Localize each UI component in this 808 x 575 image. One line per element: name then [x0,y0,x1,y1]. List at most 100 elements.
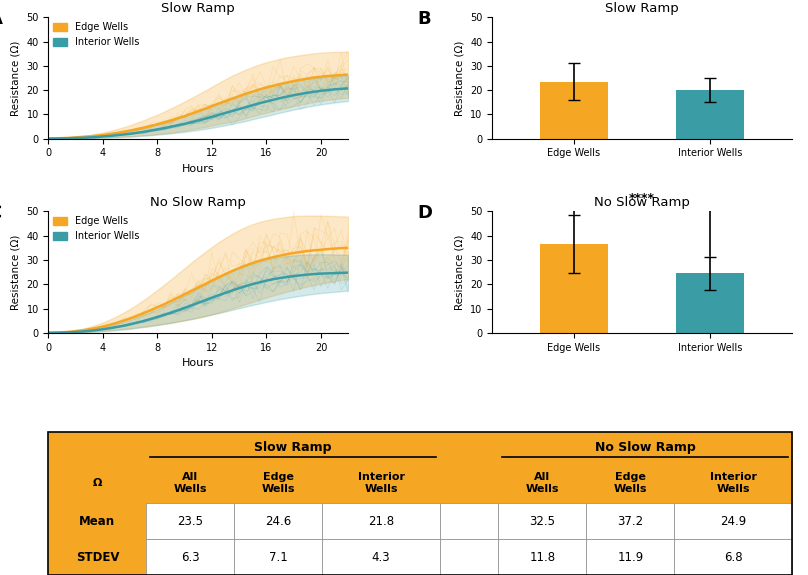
Interior Wells [139,128,149,135]
Interior Wells [187,302,196,309]
Edge Wells [262,255,271,262]
Text: D: D [417,204,432,222]
Edge Wells [323,72,333,79]
Edge Wells [166,117,176,124]
Interior Wells [316,270,326,277]
Interior Wells [98,133,107,140]
Edge Wells [193,284,203,291]
Edge Wells [145,307,155,314]
Edge Wells [119,128,128,135]
Bar [587,503,675,539]
Edge Wells [221,271,230,278]
Edge Wells [337,71,347,78]
Interior Wells [248,281,258,288]
Edge Wells [85,326,95,333]
Interior Wells [159,312,169,319]
Bar [234,539,322,575]
Bar [234,503,322,539]
Interior Wells [91,133,101,140]
Text: STDEV: STDEV [76,550,119,564]
Interior Wells [234,285,244,292]
Interior Wells [180,304,190,311]
Interior Wells [112,132,121,139]
Text: 4.3: 4.3 [372,550,390,564]
Interior Wells [153,313,162,320]
Edge Wells [200,281,210,288]
Bar [440,463,499,503]
Interior Wells [255,279,264,286]
Edge Wells [57,329,67,336]
Text: Ω: Ω [93,478,102,488]
Bar [440,503,499,539]
Interior Wells [125,131,135,137]
Interior Wells [119,131,128,138]
Edge Wells [268,254,278,260]
Y-axis label: Resistance (Ω): Resistance (Ω) [11,235,21,310]
Interior Wells [44,135,53,142]
Interior Wells [214,292,224,298]
Interior Wells [296,272,305,279]
Edge Wells [173,294,183,301]
Interior Wells [302,271,312,278]
Interior Wells [105,325,115,332]
Edge Wells [173,115,183,122]
Interior Wells [64,329,74,336]
Interior Wells [98,326,107,333]
Bar [675,503,792,539]
Interior Wells [71,328,81,335]
Interior Wells [255,99,264,106]
Edge Wells [187,288,196,294]
Interior Wells [228,287,238,294]
Interior Wells [119,323,128,329]
Bar [676,90,744,139]
Edge Wells [248,259,258,266]
Text: 32.5: 32.5 [529,515,555,528]
Interior Wells [276,95,285,102]
Interior Wells [105,132,115,139]
Edge Wells [234,264,244,271]
Edge Wells [119,317,128,324]
Edge Wells [85,133,95,140]
Edge Wells [91,324,101,331]
Bar [540,244,608,333]
Edge Wells [105,321,115,328]
Bar [322,463,440,503]
Bar [675,539,792,575]
Edge Wells [187,110,196,117]
Edge Wells [159,119,169,126]
Text: 6.3: 6.3 [181,550,200,564]
Interior Wells [207,294,217,301]
Text: 37.2: 37.2 [617,515,643,528]
Interior Wells [173,307,183,314]
Title: No Slow Ramp: No Slow Ramp [594,196,690,209]
Bar [499,431,792,463]
Edge Wells [268,82,278,89]
Text: 21.8: 21.8 [368,515,394,528]
Text: All
Wells: All Wells [174,473,207,494]
Line: Interior Wells: Interior Wells [48,273,348,333]
Interior Wells [57,135,67,142]
Interior Wells [180,120,190,127]
Text: All
Wells: All Wells [526,473,559,494]
Bar [234,463,322,503]
Edge Wells [276,81,285,87]
Interior Wells [200,115,210,122]
Edge Wells [71,328,81,335]
Edge Wells [44,329,53,336]
Interior Wells [57,329,67,336]
Interior Wells [207,113,217,120]
Text: 24.6: 24.6 [265,515,292,528]
Interior Wells [78,328,87,335]
Bar [440,539,499,575]
Interior Wells [193,299,203,306]
Interior Wells [85,327,95,334]
Interior Wells [50,329,60,336]
Text: C: C [0,204,2,222]
Interior Wells [71,135,81,141]
Edge Wells [64,135,74,141]
Edge Wells [248,88,258,95]
Interior Wells [44,329,53,336]
Edge Wells [228,95,238,102]
Edge Wells [98,323,107,330]
Interior Wells [166,123,176,130]
